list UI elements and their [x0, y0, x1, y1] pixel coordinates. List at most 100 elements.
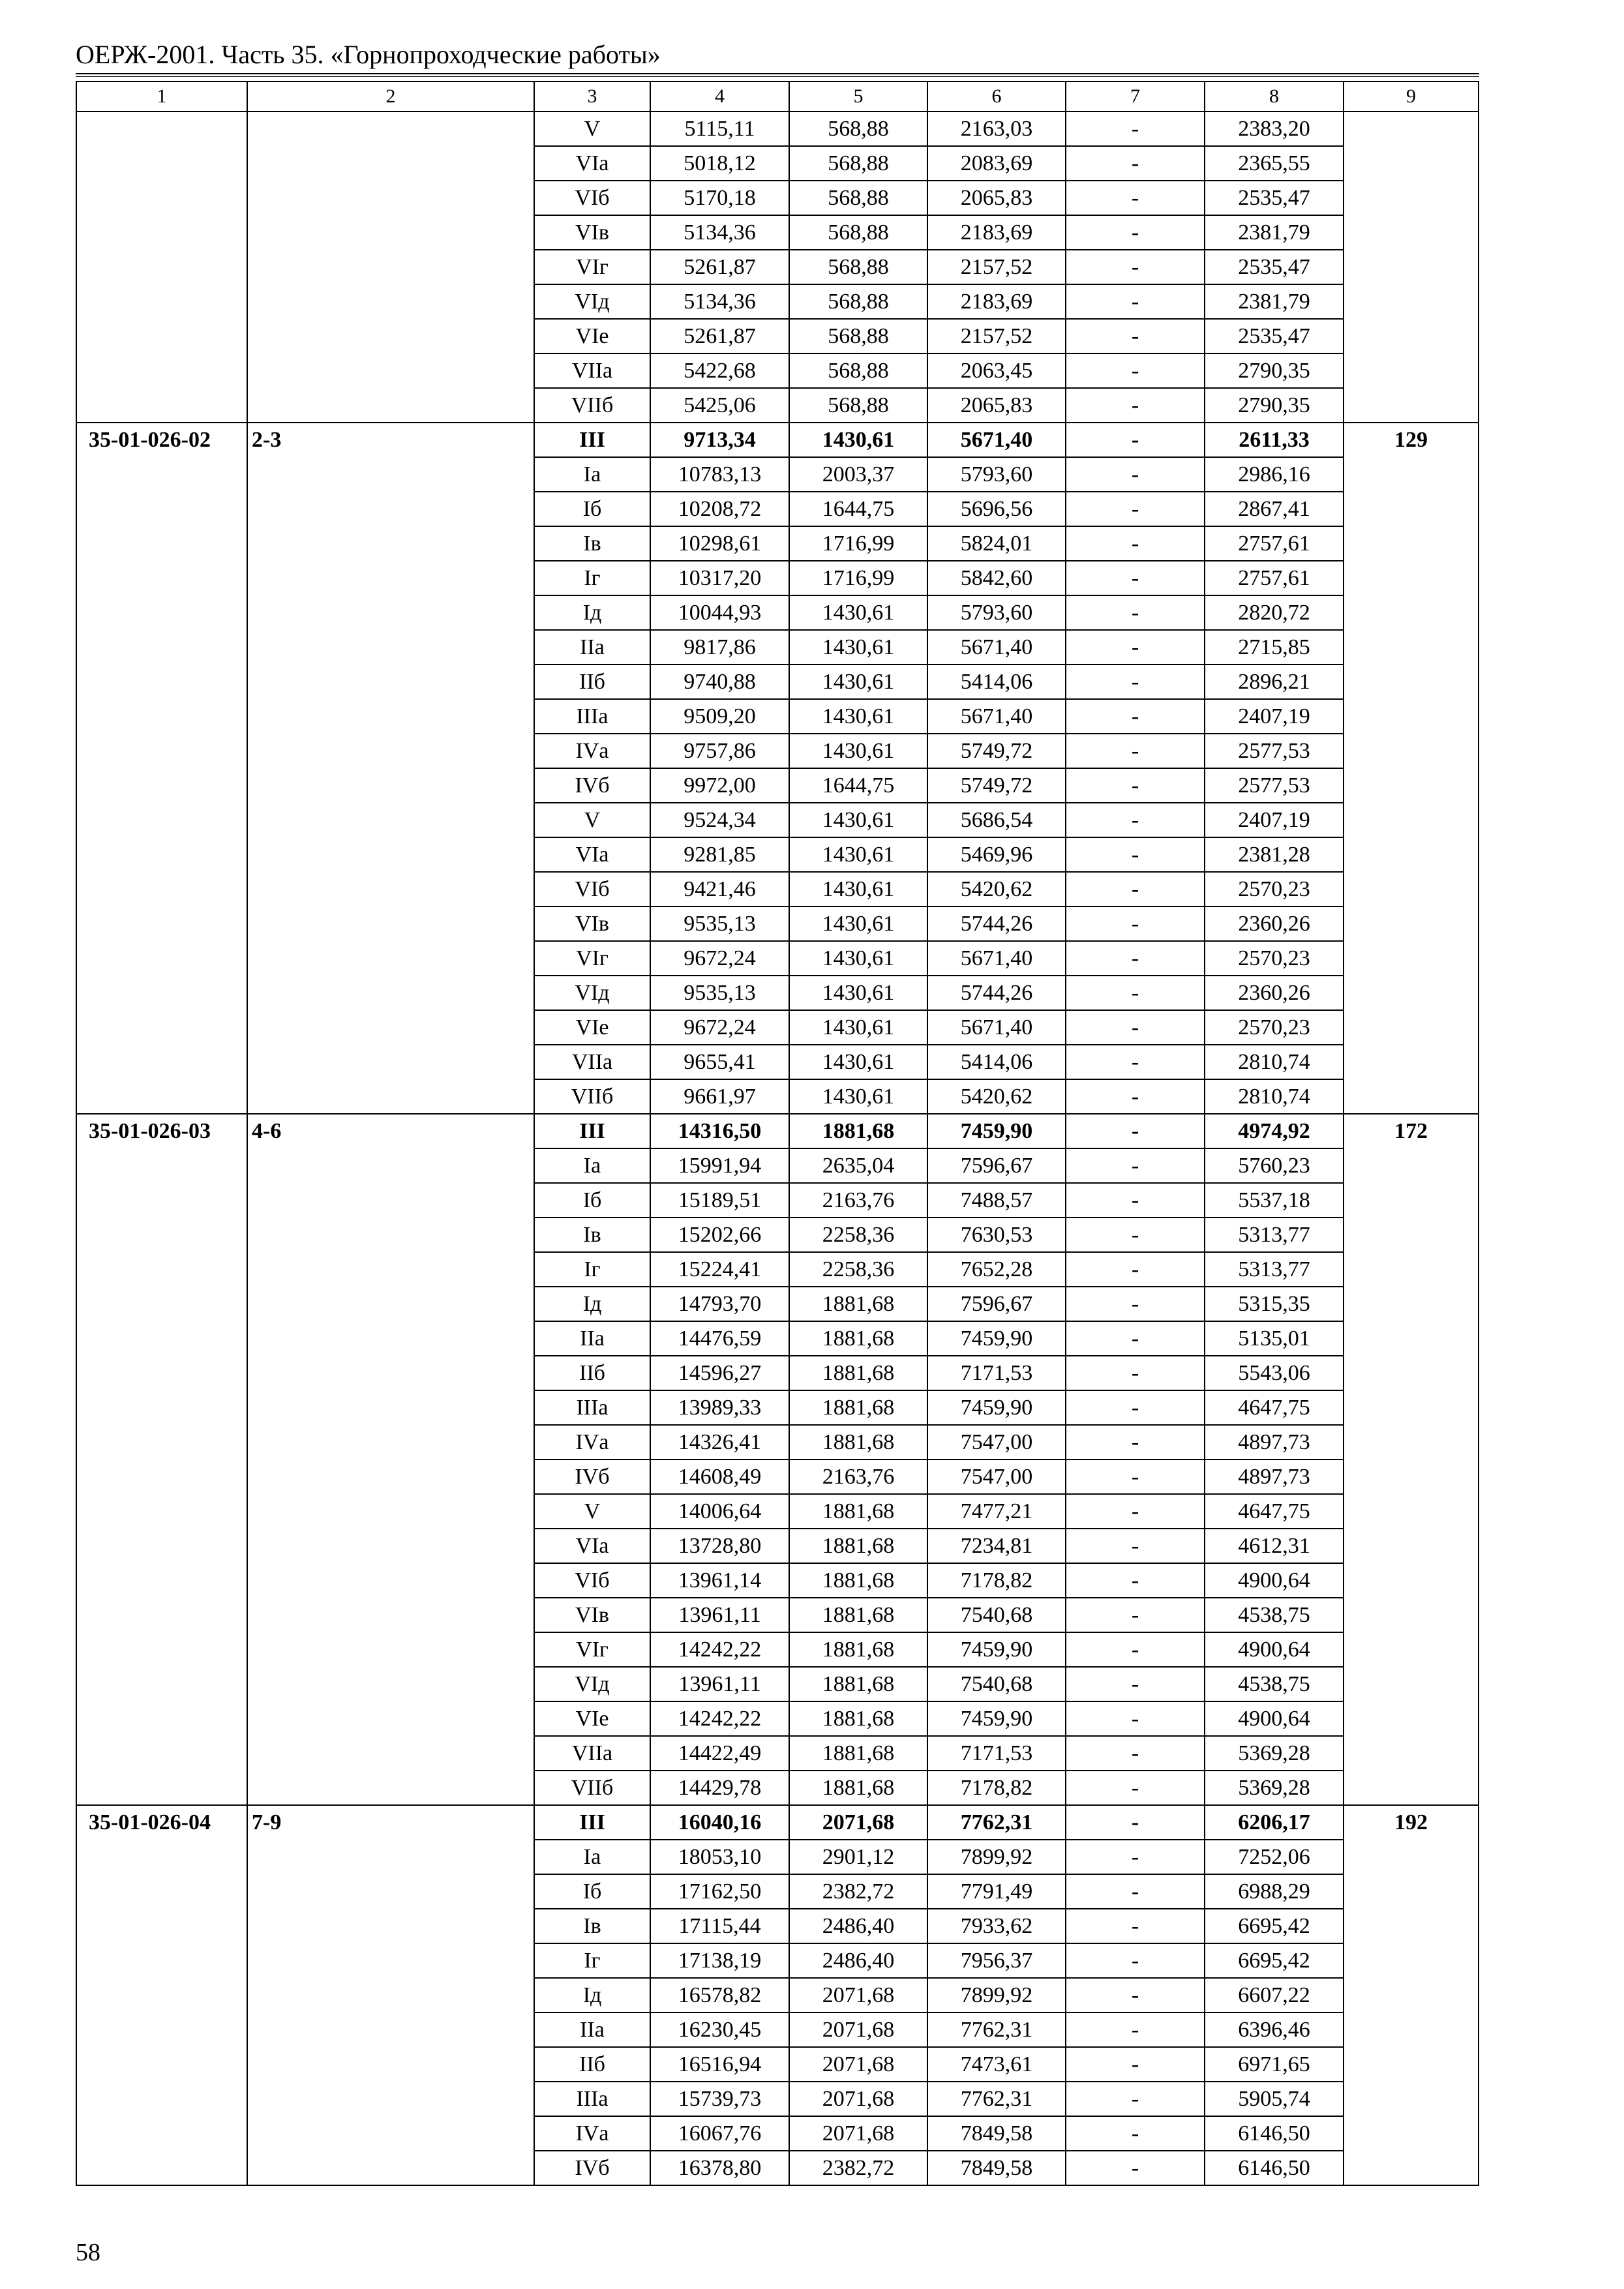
total-cost-cell: 9421,46	[650, 871, 790, 907]
table-row: Iв 10298,61 1716,99 5824,01-2757,61	[76, 526, 1479, 561]
total-cost-cell: 5115,11	[650, 111, 790, 147]
table-row: V 14006,64 1881,68 7477,21-4647,75	[76, 1493, 1479, 1529]
machines-cell: 7899,92	[927, 1977, 1066, 2013]
materials-cell: 2365,55	[1204, 145, 1344, 181]
table-row: Iг 15224,41 2258,36 7652,28-5313,77	[76, 1251, 1479, 1287]
materials-cell: 2810,74	[1204, 1044, 1344, 1080]
category-cell: Iа	[534, 1148, 651, 1184]
materials-cell: 5369,28	[1204, 1735, 1344, 1771]
wages-cell: 1430,61	[789, 422, 928, 458]
materials-cell: 5135,01	[1204, 1321, 1344, 1356]
category-cell: IIIа	[534, 698, 651, 734]
category-cell: IIа	[534, 1321, 651, 1356]
materials-cell: 2810,74	[1204, 1079, 1344, 1115]
category-cell: VIв	[534, 906, 651, 942]
wages-cell: 1430,61	[789, 871, 928, 907]
total-cost-cell: 5134,36	[650, 215, 790, 250]
category-cell: Iд	[534, 1977, 651, 2013]
table-row: VIIб 9661,97 1430,61 5420,62-2810,74	[76, 1079, 1479, 1115]
total-cost-cell: 15224,41	[650, 1251, 790, 1287]
category-cell: VIв	[534, 215, 651, 250]
drivers-wages-cell: -	[1065, 1563, 1205, 1598]
category-cell: V	[534, 1493, 651, 1529]
drivers-wages-cell: -	[1065, 1943, 1205, 1979]
wages-cell: 2486,40	[789, 1943, 928, 1979]
column-header: 8	[1204, 81, 1344, 112]
table-row: IIб 14596,27 1881,68 7171,53-5543,06	[76, 1355, 1479, 1391]
category-cell: IVа	[534, 1424, 651, 1460]
machines-cell: 2157,52	[927, 318, 1066, 354]
column-header: 7	[1065, 81, 1205, 112]
machines-cell: 2183,69	[927, 284, 1066, 320]
wages-cell: 1881,68	[789, 1424, 928, 1460]
drivers-wages-cell: -	[1065, 1217, 1205, 1253]
machines-cell: 5671,40	[927, 629, 1066, 665]
table-row: Iб 17162,50 2382,72 7791,49-6988,29	[76, 1874, 1479, 1909]
machines-cell: 7547,00	[927, 1459, 1066, 1495]
materials-cell: 2535,47	[1204, 249, 1344, 285]
table-row: Iб 10208,72 1644,75 5696,56-2867,41	[76, 491, 1479, 527]
materials-cell: 6146,50	[1204, 2150, 1344, 2186]
table-row: VIIб 14429,78 1881,68 7178,82-5369,28	[76, 1770, 1479, 1806]
table-row: VIг 14242,22 1881,68 7459,90-4900,64	[76, 1632, 1479, 1668]
rates-table: 1 2 3 4 5 6 7 8 9 V 5115,11 568,88 2163,03-2383,20 VI…	[76, 81, 1479, 2186]
machines-cell: 7540,68	[927, 1666, 1066, 1702]
drivers-wages-cell: -	[1065, 871, 1205, 907]
drivers-wages-cell: -	[1065, 1044, 1205, 1080]
wages-cell: 1430,61	[789, 698, 928, 734]
category-cell: VIIа	[534, 1044, 651, 1080]
table-row: IIа 14476,59 1881,68 7459,90-5135,01	[76, 1321, 1479, 1356]
table-row: IIа 16230,45 2071,68 7762,31-6396,46	[76, 2012, 1479, 2048]
drivers-wages-cell: -	[1065, 1113, 1205, 1149]
total-cost-cell: 9535,13	[650, 975, 790, 1011]
wages-cell: 1644,75	[789, 491, 928, 527]
materials-cell: 2360,26	[1204, 906, 1344, 942]
machines-cell: 5671,40	[927, 422, 1066, 458]
machines-cell: 7459,90	[927, 1632, 1066, 1668]
machines-cell: 7596,67	[927, 1148, 1066, 1184]
machines-cell: 7933,62	[927, 1908, 1066, 1944]
materials-cell: 2790,35	[1204, 387, 1344, 423]
materials-cell: 2790,35	[1204, 353, 1344, 389]
category-cell: IIIа	[534, 2081, 651, 2117]
wages-cell: 2635,04	[789, 1148, 928, 1184]
drivers-wages-cell: -	[1065, 1286, 1205, 1322]
wages-cell: 1430,61	[789, 664, 928, 700]
total-cost-cell: 13961,14	[650, 1563, 790, 1598]
drivers-wages-cell: -	[1065, 1632, 1205, 1668]
drivers-wages-cell: -	[1065, 491, 1205, 527]
materials-cell: 5543,06	[1204, 1355, 1344, 1391]
code-cell: 35-01-026-03	[76, 1113, 248, 1806]
table-row: VIб 5170,18 568,88 2065,83-2535,47	[76, 180, 1479, 216]
total-cost-cell: 9509,20	[650, 698, 790, 734]
wages-cell: 2258,36	[789, 1251, 928, 1287]
wages-cell: 568,88	[789, 145, 928, 181]
drivers-wages-cell: -	[1065, 664, 1205, 700]
wages-cell: 1881,68	[789, 1390, 928, 1426]
drivers-wages-cell: -	[1065, 1493, 1205, 1529]
wages-cell: 2071,68	[789, 2046, 928, 2082]
total-cost-cell: 9524,34	[650, 802, 790, 838]
machines-cell: 7171,53	[927, 1355, 1066, 1391]
category-cell: VIIа	[534, 1735, 651, 1771]
total-cost-cell: 15202,66	[650, 1217, 790, 1253]
category-cell: IIб	[534, 2046, 651, 2082]
machines-cell: 7762,31	[927, 2081, 1066, 2117]
wages-cell: 1716,99	[789, 526, 928, 561]
wages-cell: 1881,68	[789, 1632, 928, 1668]
machines-cell: 7459,90	[927, 1701, 1066, 1737]
table-row: IVб 16378,80 2382,72 7849,58-6146,50	[76, 2150, 1479, 2186]
column-header: 1	[76, 81, 248, 112]
machines-cell: 7488,57	[927, 1182, 1066, 1218]
wages-cell: 568,88	[789, 215, 928, 250]
total-cost-cell: 17162,50	[650, 1874, 790, 1909]
wages-cell: 568,88	[789, 111, 928, 147]
total-cost-cell: 17138,19	[650, 1943, 790, 1979]
category-cell: Iб	[534, 491, 651, 527]
category-cell: VIг	[534, 1632, 651, 1668]
wages-cell: 1430,61	[789, 802, 928, 838]
machines-cell: 5414,06	[927, 1044, 1066, 1080]
table-row: IIб 16516,94 2071,68 7473,61-6971,65	[76, 2046, 1479, 2082]
wages-cell: 1881,68	[789, 1286, 928, 1322]
category-cell: Iв	[534, 1908, 651, 1944]
